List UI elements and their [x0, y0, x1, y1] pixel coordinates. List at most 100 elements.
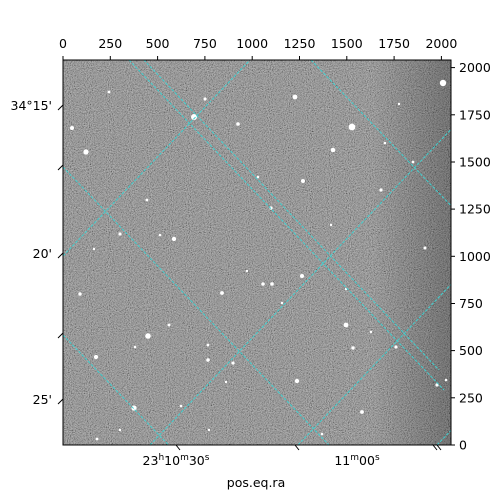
star — [145, 333, 151, 339]
star — [191, 114, 197, 120]
star — [423, 246, 427, 250]
grid-line — [149, 128, 451, 445]
grid-line — [63, 60, 251, 257]
right-tick-label: 1500 — [459, 155, 491, 170]
coord-tick — [57, 252, 64, 259]
top-tick-label: 250 — [98, 36, 122, 51]
star — [360, 410, 364, 414]
star — [206, 358, 210, 362]
top-tick-label: 1250 — [284, 36, 316, 51]
grid-line — [128, 60, 445, 391]
ra-tick-label: 23h10m30s — [143, 453, 210, 468]
star — [379, 188, 383, 192]
coord-tick — [57, 332, 64, 339]
star — [351, 346, 355, 350]
star — [369, 330, 373, 334]
star — [83, 149, 89, 155]
star — [224, 380, 228, 384]
star — [206, 343, 210, 347]
star — [343, 322, 349, 328]
right-tick-label: 2000 — [459, 60, 491, 75]
coord-tick — [175, 444, 181, 451]
star — [348, 123, 356, 131]
dec-tick-label: 34°15' — [11, 98, 53, 113]
star — [245, 269, 249, 273]
right-tick-label: 0 — [459, 438, 467, 453]
grid-line — [143, 60, 440, 371]
ra-tick-label: 11m00s — [334, 453, 380, 468]
star — [203, 97, 207, 101]
star — [220, 291, 224, 295]
star — [280, 301, 284, 305]
sky-image — [63, 60, 451, 445]
star — [145, 198, 149, 202]
left-dec-axis: 34°15' 20' 25' — [11, 98, 53, 407]
star — [439, 79, 447, 87]
coord-tick — [294, 444, 300, 451]
star — [95, 437, 99, 441]
top-tick-label: 1750 — [378, 36, 410, 51]
right-tick-label: 750 — [459, 296, 483, 311]
star — [301, 179, 305, 183]
star — [131, 405, 137, 411]
top-tick-label: 1000 — [236, 36, 268, 51]
grid-line — [63, 334, 170, 445]
star — [179, 404, 183, 408]
star — [207, 428, 211, 432]
star — [292, 94, 298, 100]
star — [261, 282, 265, 286]
grid-line — [297, 283, 451, 445]
right-tick-label: 1250 — [459, 202, 491, 217]
top-tick-label: 0 — [59, 36, 67, 51]
star — [171, 236, 177, 242]
coord-tick — [57, 398, 64, 405]
star — [270, 282, 274, 286]
star — [300, 274, 304, 278]
top-tick-label: 500 — [146, 36, 170, 51]
grid-line — [63, 166, 330, 445]
star — [93, 354, 99, 360]
top-tick-label: 2000 — [425, 36, 457, 51]
star — [411, 160, 415, 164]
star — [70, 126, 74, 130]
coordinate-grid — [63, 60, 451, 445]
stars-layer — [70, 79, 448, 441]
top-pixel-axis: 0 250 500 750 1000 1250 1500 1750 2000 — [59, 36, 457, 60]
star — [118, 428, 122, 432]
star — [231, 361, 235, 365]
x-axis-title: pos.eq.ra — [227, 475, 285, 490]
star — [320, 432, 324, 436]
star — [133, 345, 137, 349]
right-tick-label: 1000 — [459, 249, 491, 264]
top-tick-label: 750 — [193, 36, 217, 51]
coord-tick — [436, 444, 442, 451]
star — [444, 378, 448, 382]
star — [236, 122, 240, 126]
right-tick-label: 1750 — [459, 107, 491, 122]
dec-tick-label: 25' — [33, 392, 52, 407]
star — [394, 345, 398, 349]
right-tick-label: 250 — [459, 390, 483, 405]
top-tick-label: 1500 — [331, 36, 363, 51]
coord-tick — [57, 164, 64, 171]
grid-line — [436, 429, 451, 445]
plot-frame — [62, 59, 452, 446]
coord-tick — [432, 444, 438, 451]
star — [330, 147, 336, 153]
right-tick-label: 500 — [459, 343, 483, 358]
star — [383, 141, 387, 145]
star — [397, 102, 401, 106]
star — [329, 223, 333, 227]
star — [167, 323, 171, 327]
bottom-ra-axis: 23h10m30s 11m00s pos.eq.ra — [143, 453, 380, 490]
star — [294, 378, 300, 384]
star — [78, 292, 82, 296]
dec-tick-label: 20' — [33, 246, 52, 261]
star — [256, 175, 260, 179]
coord-tick — [57, 104, 64, 111]
right-pixel-axis: 0 250 500 750 1000 1250 1500 1750 2000 — [451, 60, 491, 453]
star — [107, 90, 111, 94]
star — [92, 247, 96, 251]
star — [118, 232, 122, 236]
